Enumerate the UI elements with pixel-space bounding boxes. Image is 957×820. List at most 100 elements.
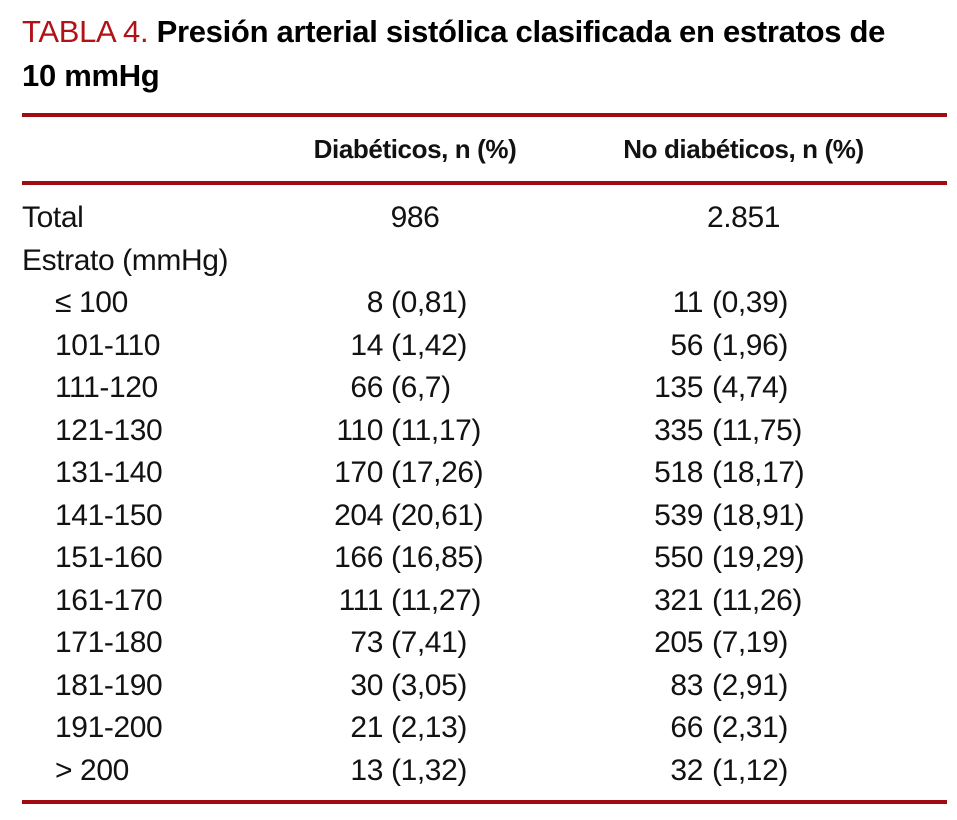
count-value: 204 bbox=[334, 498, 383, 532]
count-value: 8 bbox=[366, 286, 384, 320]
row-label: 151-160 bbox=[55, 541, 163, 575]
count-value: 66 bbox=[670, 711, 703, 745]
table-row: 191-200 21 (2,13) 66 (2,31) bbox=[22, 707, 947, 750]
count-value: 30 bbox=[350, 668, 383, 702]
percent-value: (1,96) bbox=[712, 328, 788, 362]
total-non-diabetics-value: 2.851 bbox=[706, 201, 781, 235]
table-row: > 200 13 (1,32) 32 (1,12) bbox=[22, 750, 947, 793]
bottom-rule-divider bbox=[22, 800, 947, 804]
table-row: 151-160 166 (16,85) 550 (19,29) bbox=[22, 537, 947, 580]
row-label: 141-150 bbox=[55, 498, 163, 532]
table-title-text: Presión arterial sistólica clasificada e… bbox=[22, 14, 886, 93]
table-row: 181-190 30 (3,05) 83 (2,91) bbox=[22, 665, 947, 708]
count-value: 205 bbox=[654, 626, 703, 660]
non-diabetics-cell: 539 (18,91) bbox=[540, 499, 947, 533]
non-diabetics-cell: 550 (19,29) bbox=[540, 541, 947, 575]
row-label: 101-110 bbox=[55, 328, 161, 362]
percent-value: (2,31) bbox=[712, 711, 788, 745]
percent-value: (11,17) bbox=[391, 413, 482, 447]
row-label: > 200 bbox=[55, 753, 129, 787]
table-row: 121-130 110 (11,17) 335 (11,75) bbox=[22, 410, 947, 453]
diabetics-cell: 166 (16,85) bbox=[290, 541, 540, 575]
top-rule-divider bbox=[22, 113, 947, 117]
percent-value: (1,32) bbox=[391, 753, 467, 787]
count-value: 73 bbox=[350, 626, 383, 660]
diabetics-cell: 30 (3,05) bbox=[290, 669, 540, 703]
diabetics-cell: 204 (20,61) bbox=[290, 499, 540, 533]
diabetics-cell: 110 (11,17) bbox=[290, 414, 540, 448]
row-label: 171-180 bbox=[55, 626, 163, 660]
count-value: 166 bbox=[334, 541, 383, 575]
count-value: 110 bbox=[336, 413, 383, 447]
count-value: 14 bbox=[350, 328, 383, 362]
percent-value: (1,42) bbox=[391, 328, 467, 362]
count-value: 518 bbox=[654, 456, 703, 490]
count-value: 21 bbox=[350, 711, 383, 745]
non-diabetics-cell: 518 (18,17) bbox=[540, 456, 947, 490]
non-diabetics-cell: 32 (1,12) bbox=[540, 754, 947, 788]
percent-value: (0,81) bbox=[391, 286, 467, 320]
row-label: 131-140 bbox=[55, 456, 163, 490]
table-body: Total 986 2.851 Estrato (mmHg) ≤ 100 8 (0… bbox=[22, 185, 947, 792]
count-value: 539 bbox=[654, 498, 703, 532]
count-value: 56 bbox=[670, 328, 703, 362]
row-label: 181-190 bbox=[55, 668, 163, 702]
percent-value: (6,7) bbox=[391, 371, 451, 405]
count-value: 135 bbox=[654, 371, 703, 405]
percent-value: (19,29) bbox=[712, 541, 805, 575]
table-number-label: TABLA 4. bbox=[22, 14, 149, 49]
diabetics-cell: 8 (0,81) bbox=[290, 286, 540, 320]
diabetics-cell: 14 (1,42) bbox=[290, 329, 540, 363]
count-value: 111 bbox=[338, 583, 384, 617]
table-row: 101-110 14 (1,42) 56 (1,96) bbox=[22, 325, 947, 368]
percent-value: (7,19) bbox=[712, 626, 788, 660]
count-value: 321 bbox=[654, 583, 703, 617]
non-diabetics-cell: 205 (7,19) bbox=[540, 626, 947, 660]
percent-value: (2,13) bbox=[391, 711, 467, 745]
table-header-row: Diabéticos, n (%) No diabéticos, n (%) bbox=[22, 117, 947, 181]
non-diabetics-cell: 83 (2,91) bbox=[540, 669, 947, 703]
row-label: 121-130 bbox=[55, 413, 163, 447]
percent-value: (7,41) bbox=[391, 626, 467, 660]
count-value: 11 bbox=[672, 286, 704, 320]
percent-value: (3,05) bbox=[391, 668, 467, 702]
count-value: 32 bbox=[670, 753, 703, 787]
non-diabetics-cell: 135 (4,74) bbox=[540, 371, 947, 405]
table-title: TABLA 4. Presión arterial sistólica clas… bbox=[22, 10, 902, 98]
table-row: 171-180 73 (7,41) 205 (7,19) bbox=[22, 622, 947, 665]
percent-value: (18,91) bbox=[712, 498, 805, 532]
percent-value: (2,91) bbox=[712, 668, 788, 702]
header-rule-divider bbox=[22, 181, 947, 185]
row-label: 191-200 bbox=[55, 711, 163, 745]
percent-value: (16,85) bbox=[391, 541, 484, 575]
non-diabetics-cell: 321 (11,26) bbox=[540, 584, 947, 618]
row-label-estrato: Estrato (mmHg) bbox=[22, 243, 229, 277]
diabetics-cell: 170 (17,26) bbox=[290, 456, 540, 490]
total-diabetics-value: 986 bbox=[390, 201, 440, 235]
table-row: 161-170 111 (11,27) 321 (11,26) bbox=[22, 580, 947, 623]
row-label: 111-120 bbox=[55, 371, 158, 405]
non-diabetics-cell: 56 (1,96) bbox=[540, 329, 947, 363]
diabetics-cell: 13 (1,32) bbox=[290, 754, 540, 788]
column-header-diabetics: Diabéticos, n (%) bbox=[313, 133, 517, 164]
count-value: 66 bbox=[350, 371, 383, 405]
percent-value: (11,75) bbox=[712, 413, 803, 447]
table-row: 131-140 170 (17,26) 518 (18,17) bbox=[22, 452, 947, 495]
percent-value: (17,26) bbox=[391, 456, 484, 490]
table-row-group: Estrato (mmHg) bbox=[22, 240, 947, 283]
diabetics-cell: 111 (11,27) bbox=[290, 584, 540, 618]
table-row: 111-120 66 (6,7) 135 (4,74) bbox=[22, 367, 947, 410]
diabetics-cell: 66 (6,7) bbox=[290, 371, 540, 405]
percent-value: (11,26) bbox=[712, 583, 803, 617]
non-diabetics-cell: 335 (11,75) bbox=[540, 414, 947, 448]
row-label-total: Total bbox=[22, 201, 84, 235]
percent-value: (0,39) bbox=[712, 286, 788, 320]
table-row: ≤ 100 8 (0,81) 11 (0,39) bbox=[22, 282, 947, 325]
percent-value: (18,17) bbox=[712, 456, 805, 490]
percent-value: (20,61) bbox=[391, 498, 484, 532]
percent-value: (4,74) bbox=[712, 371, 788, 405]
table-row-total: Total 986 2.851 bbox=[22, 197, 947, 240]
percent-value: (11,27) bbox=[391, 583, 482, 617]
row-label: 161-170 bbox=[55, 583, 163, 617]
